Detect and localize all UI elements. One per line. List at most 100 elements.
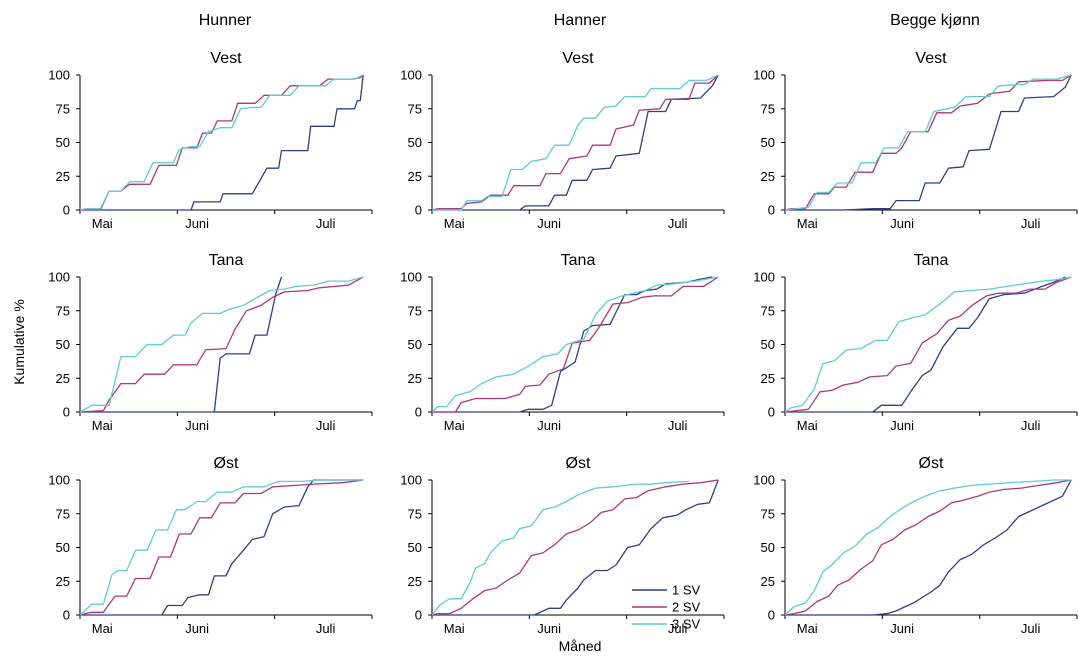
series-line-3-sv	[431, 276, 719, 413]
x-axis-label: Måned	[559, 638, 602, 654]
y-tick-label: 0	[768, 203, 775, 218]
x-tick-label-mai: Mai	[92, 418, 113, 433]
series-line-1-sv	[80, 479, 364, 616]
x-tick-label-juni: Juni	[890, 216, 914, 231]
chart-panel-tana-hunner: Tana 0 25 50 75 100 Mai Juni Juli	[48, 252, 373, 433]
y-tick-label: 75	[56, 506, 70, 521]
y-tick-label: 25	[761, 371, 775, 386]
x-tick-label-mai: Mai	[444, 418, 465, 433]
y-tick-label: 75	[56, 303, 70, 318]
series-line-1-sv	[432, 479, 719, 616]
y-tick-label: 75	[761, 506, 775, 521]
x-tick-label-juni: Juni	[537, 418, 561, 433]
y-tick-label: 25	[408, 169, 422, 184]
x-tick-label-juli: Juli	[316, 216, 336, 231]
x-tick-label-mai: Mai	[92, 216, 113, 231]
series-line-1-sv	[785, 74, 1072, 211]
y-tick-label: 100	[48, 473, 70, 488]
series-line-2-sv	[431, 74, 719, 211]
x-tick-label-juni: Juni	[185, 216, 209, 231]
x-tick-label-juni: Juni	[890, 418, 914, 433]
series-line-3-sv	[784, 276, 1072, 413]
series-line-1-sv	[432, 74, 719, 211]
x-tick-label-juli: Juli	[1021, 418, 1041, 433]
x-tick-label-juli: Juli	[668, 418, 688, 433]
series-line-2-sv	[784, 74, 1072, 211]
y-tick-label: 0	[63, 405, 70, 420]
y-tick-label: 75	[408, 506, 422, 521]
chart-panels: Vest 0 25 50 75 100 Mai Juni Juli Vest 0 25 50 75 100 M…	[48, 50, 1078, 636]
legend-label-3-sv: 3 SV	[672, 617, 701, 632]
x-tick-label-mai: Mai	[444, 621, 465, 636]
y-tick-label: 0	[63, 203, 70, 218]
column-title-hanner: Hanner	[554, 12, 607, 29]
y-tick-label: 50	[408, 337, 422, 352]
legend: 1 SV 2 SV 3 SV	[632, 583, 701, 632]
x-tick-label-juli: Juli	[668, 216, 688, 231]
panel-title-vest-hanner: Vest	[562, 50, 594, 67]
column-titles: Hunner Hanner Begge kjønn	[199, 12, 980, 29]
y-tick-label: 0	[415, 203, 422, 218]
y-tick-label: 25	[761, 574, 775, 589]
series-line-3-sv	[79, 276, 364, 413]
series-line-1-sv	[80, 74, 364, 211]
chart-panel-ost-hanner: Øst 0 25 50 75 100 Mai Juni Juli	[400, 455, 725, 636]
series-line-2-sv	[80, 74, 364, 211]
y-tick-label: 75	[408, 303, 422, 318]
series-line-2-sv	[431, 479, 719, 616]
y-tick-label: 100	[400, 270, 422, 285]
x-tick-label-juli: Juli	[316, 621, 336, 636]
chart-panel-ost-begge-kjonn: Øst 0 25 50 75 100 Mai Juni Juli	[753, 455, 1078, 636]
legend-label-1-sv: 1 SV	[672, 583, 701, 598]
y-tick-label: 50	[408, 540, 422, 555]
panel-title-vest-begge-kjonn: Vest	[915, 50, 947, 67]
chart-panel-vest-begge-kjonn: Vest 0 25 50 75 100 Mai Juni Juli	[753, 50, 1078, 231]
x-tick-label-juli: Juli	[1021, 621, 1041, 636]
legend-label-2-sv: 2 SV	[672, 600, 701, 615]
y-tick-label: 100	[48, 68, 70, 83]
x-tick-label-mai: Mai	[92, 621, 113, 636]
y-tick-label: 50	[408, 135, 422, 150]
y-tick-label: 50	[56, 540, 70, 555]
series-line-2-sv	[784, 479, 1072, 616]
y-tick-label: 100	[400, 68, 422, 83]
y-tick-label: 0	[768, 608, 775, 623]
y-tick-label: 100	[753, 270, 775, 285]
y-tick-label: 0	[63, 608, 70, 623]
series-line-3-sv	[432, 74, 719, 211]
series-line-3-sv	[784, 74, 1072, 211]
chart-panel-vest-hunner: Vest 0 25 50 75 100 Mai Juni Juli	[48, 50, 373, 231]
x-tick-label-juni: Juni	[185, 621, 209, 636]
panel-title-tana-hunner: Tana	[209, 252, 244, 269]
y-tick-label: 100	[48, 270, 70, 285]
y-tick-label: 0	[768, 405, 775, 420]
y-tick-label: 25	[761, 169, 775, 184]
y-tick-label: 100	[753, 68, 775, 83]
chart-panel-tana-begge-kjonn: Tana 0 25 50 75 100 Mai Juni Juli	[753, 252, 1078, 433]
series-line-2-sv	[79, 479, 364, 616]
y-tick-label: 75	[56, 101, 70, 116]
chart-panel-vest-hanner: Vest 0 25 50 75 100 Mai Juni Juli	[400, 50, 725, 231]
y-tick-label: 100	[753, 473, 775, 488]
series-line-3-sv	[431, 480, 690, 616]
series-line-2-sv	[432, 276, 719, 413]
y-tick-label: 25	[56, 169, 70, 184]
x-tick-label-juni: Juni	[185, 418, 209, 433]
y-tick-label: 0	[415, 608, 422, 623]
y-tick-label: 50	[761, 540, 775, 555]
panel-title-ost-begge-kjonn: Øst	[919, 455, 944, 472]
y-tick-label: 75	[761, 101, 775, 116]
panel-title-tana-begge-kjonn: Tana	[914, 252, 949, 269]
y-tick-label: 50	[56, 135, 70, 150]
panel-title-ost-hunner: Øst	[214, 455, 239, 472]
x-tick-label-mai: Mai	[797, 216, 818, 231]
x-tick-label-mai: Mai	[797, 418, 818, 433]
x-tick-label-juli: Juli	[1021, 216, 1041, 231]
series-line-2-sv	[79, 276, 364, 413]
y-tick-label: 75	[761, 303, 775, 318]
series-line-1-sv	[785, 479, 1072, 616]
chart-panel-tana-hanner: Tana 0 25 50 75 100 Mai Juni Juli	[400, 252, 725, 433]
x-tick-label-mai: Mai	[444, 216, 465, 231]
x-tick-label-mai: Mai	[797, 621, 818, 636]
